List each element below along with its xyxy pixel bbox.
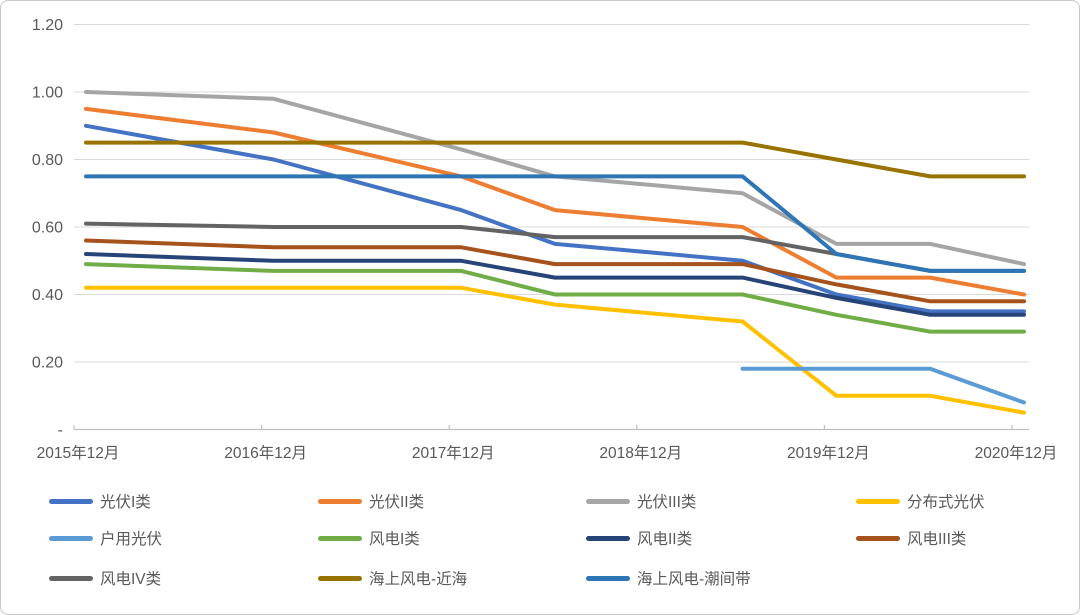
legend-item-wind-class-2: 风电II类 (586, 528, 692, 548)
x-axis-label: 2017年12月 (412, 444, 495, 462)
legend-item-offshore-wind-intertidal: 海上风电-潮间带 (586, 568, 751, 588)
legend-label: 风电III类 (907, 531, 967, 548)
x-axis-label: 2016年12月 (224, 444, 307, 462)
legend-label: 海上风电-潮间带 (637, 571, 751, 588)
y-axis-label: 0.60 (32, 220, 63, 237)
x-axis-label: 2020年12月 (975, 444, 1058, 462)
legend-item-pv-class-3: 光伏III类 (586, 491, 696, 511)
legend-item-distributed-pv: 分布式光伏 (856, 491, 985, 511)
y-axis-label: 0.20 (32, 355, 63, 372)
legend-line-swatch (318, 575, 362, 581)
legend-label: 风电II类 (637, 531, 693, 548)
series-line-offshore-wind-intertidal (84, 174, 1026, 273)
x-axis-label: 2018年12月 (599, 444, 682, 462)
legend-label: 风电IV类 (100, 571, 162, 588)
legend-line-swatch (49, 535, 93, 541)
series-line-offshore-wind-nearshore (84, 140, 1026, 179)
legend-line-swatch (586, 535, 630, 541)
legend-item-wind-class-1: 风电I类 (318, 528, 420, 548)
x-axis-label: 2015年12月 (37, 444, 120, 462)
legend-line-swatch (586, 575, 630, 581)
x-axis-label: 2019年12月 (787, 444, 870, 462)
series-line-wind-class-2 (84, 252, 1026, 317)
series-line-wind-class-1 (84, 262, 1026, 334)
legend-label: 光伏II类 (369, 494, 425, 511)
y-axis-label: 1.00 (32, 85, 63, 102)
legend-item-pv-class-2: 光伏II类 (318, 491, 424, 511)
legend-label: 户用光伏 (100, 531, 163, 548)
y-axis-label: 0.40 (32, 287, 63, 304)
series-line-pv-class-3 (84, 90, 1026, 267)
y-axis-label: 1.20 (32, 17, 63, 34)
legend-line-swatch (49, 575, 93, 581)
legend-line-swatch (49, 498, 93, 504)
legend-line-swatch (856, 498, 900, 504)
series-line-pv-class-2 (84, 106, 1026, 297)
legend-line-swatch (856, 535, 900, 541)
legend-item-wind-class-4: 风电IV类 (49, 568, 161, 588)
legend-line-swatch (318, 498, 362, 504)
series-line-wind-class-3 (84, 238, 1026, 304)
y-axis-label: 0.80 (32, 152, 63, 169)
plot-area: 2015年12月 2016年12月 2017年12月 2018年12月 2019年12月… (32, 17, 1058, 462)
legend-line-swatch (318, 535, 362, 541)
legend-label: 光伏III类 (637, 494, 697, 511)
legend-item-household-pv: 户用光伏 (49, 528, 162, 548)
legend-label: 风电I类 (369, 531, 420, 548)
legend-item-pv-class-1: 光伏I类 (49, 491, 151, 511)
series-line-household-pv (740, 366, 1026, 405)
legend-label: 海上风电-近海 (369, 571, 468, 588)
y-axis-label: - (58, 422, 63, 439)
series-line-distributed-pv (84, 285, 1026, 415)
legend-item-offshore-wind-nearshore: 海上风电-近海 (318, 568, 467, 588)
legend-item-wind-class-3: 风电III类 (856, 528, 966, 548)
legend-label: 光伏I类 (100, 494, 151, 511)
series-line-pv-class-1 (84, 123, 1026, 314)
legend-label: 分布式光伏 (907, 494, 985, 511)
legend-line-swatch (586, 498, 630, 504)
